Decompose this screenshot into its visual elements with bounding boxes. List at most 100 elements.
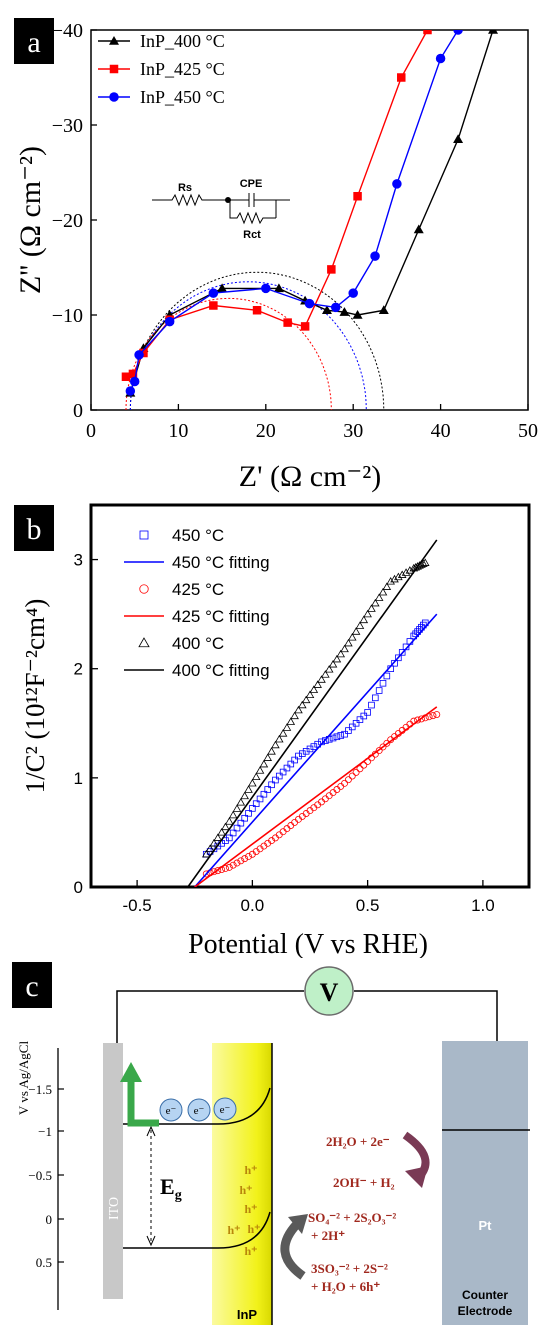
oxidation-reactant-1: 3SO₃⁻² + 2S⁻² [311, 1261, 388, 1276]
data-point-b [249, 805, 256, 812]
data-point-b [256, 795, 264, 803]
x-tick-label-b: -0.5 [122, 896, 151, 915]
data-point-b [283, 825, 291, 833]
legend-label-b: 425 °C fitting [172, 607, 270, 626]
plot-area-b [187, 539, 441, 887]
data-point-b [299, 750, 306, 757]
panel-label-c: c [25, 970, 38, 1003]
data-point-b [217, 828, 226, 836]
data-point-b [395, 654, 402, 662]
x-tick-label-b: 0.5 [356, 896, 380, 915]
potential-tick-label: 0 [46, 1212, 53, 1227]
data-point-b [244, 785, 253, 793]
circuit-parallel-branch [229, 193, 290, 225]
pt-electrode [442, 1041, 528, 1325]
data-point-a [352, 310, 363, 319]
data-point-b [394, 572, 403, 581]
data-point-b [282, 723, 292, 731]
series-line-a [129, 30, 459, 392]
legend-a: InP_400 °C InP_425 °C InP_450 °C [98, 31, 225, 107]
data-point-b [221, 822, 230, 831]
chart-a: a 0 10 20 30 40 50 0 −10 −20 −30 −40 Z' (Ω cm⁻²) Z… [14, 18, 538, 493]
data-point-b [417, 715, 425, 723]
data-point-b [286, 717, 296, 725]
data-point-b [305, 690, 315, 699]
data-point-b [379, 743, 387, 751]
voltmeter [304, 966, 354, 1016]
data-point-b [260, 790, 268, 798]
data-point-b [336, 649, 346, 658]
legend-b: 450 °C 450 °C fitting 425 °C 425 °C fitting… [124, 526, 270, 680]
data-point-b [279, 828, 287, 836]
data-point-b [272, 776, 279, 784]
data-point-a [397, 73, 406, 82]
data-point-b [348, 772, 356, 780]
data-point-b [210, 868, 218, 876]
data-point-b [337, 782, 345, 790]
data-point-b [375, 747, 383, 755]
data-point-b [352, 768, 360, 776]
data-point-b [291, 756, 298, 764]
data-point-b [341, 730, 348, 738]
electron [187, 1098, 211, 1122]
data-point-b [398, 649, 406, 656]
data-point-b [264, 786, 272, 793]
data-point-b [241, 855, 249, 863]
plot-frame-a [90, 29, 529, 411]
data-point-b [374, 593, 384, 601]
data-point-a [129, 376, 140, 387]
data-point-b [355, 621, 365, 629]
data-point-a [392, 179, 402, 189]
y-tick-label-a: 0 [73, 400, 83, 422]
fit-curve-a [129, 281, 367, 410]
data-point-b [267, 747, 276, 755]
legend-marker-a [109, 92, 119, 102]
data-point-b [275, 772, 283, 780]
circuit-wire-right [354, 990, 498, 1043]
data-point-a [435, 53, 446, 64]
x-tick-label-a: 0 [86, 420, 96, 442]
counter-label-2: Electrode [458, 1304, 513, 1318]
data-point-b [344, 638, 353, 647]
potential-ticks: −1.5 −1 −0.5 0 0.5 [28, 1082, 64, 1270]
legend-label-a: InP_450 °C [140, 87, 225, 107]
data-point-b [324, 665, 334, 673]
data-point-b [251, 772, 261, 781]
legend-marker-b [139, 584, 149, 594]
data-point-b [321, 670, 330, 678]
fit-line-b [194, 613, 438, 887]
data-point-b [391, 659, 398, 667]
data-point-b [433, 711, 441, 719]
reduction-arrowhead [405, 1166, 428, 1188]
data-point-b [348, 723, 356, 731]
y-tick-label-b: 0 [74, 878, 83, 897]
ito-electrode [103, 1043, 123, 1299]
data-point-b [390, 574, 399, 583]
electron-label: e⁻ [194, 1105, 205, 1117]
data-point-b [237, 857, 245, 865]
data-point-b [233, 859, 241, 867]
data-point-b [383, 739, 391, 747]
series-line-a [129, 30, 494, 394]
circuit-label-rct: Rct [243, 229, 261, 241]
x-axis-label-a: Z' (Ω cm⁻²) [239, 460, 382, 493]
reduction-product: 2OH⁻ + H₂ [333, 1175, 395, 1190]
data-point-a [125, 386, 136, 396]
data-point-b [425, 713, 433, 721]
valence-band [123, 1211, 271, 1249]
electron-label: e⁻ [166, 1105, 177, 1117]
data-point-b [321, 795, 329, 803]
data-point-a [330, 302, 341, 313]
hole: h⁺ [244, 1244, 257, 1258]
circuit-label-rs: Rs [178, 182, 192, 194]
data-point-b [271, 740, 280, 749]
tick-labels-a: 0 10 20 30 40 50 0 −10 −20 −30 −40 [52, 20, 538, 442]
data-point-a [209, 301, 218, 310]
data-point-b [386, 576, 395, 585]
data-point-a [283, 318, 292, 327]
inset-circuit: Rs CPE Rct [152, 178, 290, 241]
fit-line-b [194, 706, 438, 887]
data-point-a [121, 372, 131, 381]
data-point-b [332, 654, 342, 663]
data-point-b [359, 615, 369, 624]
